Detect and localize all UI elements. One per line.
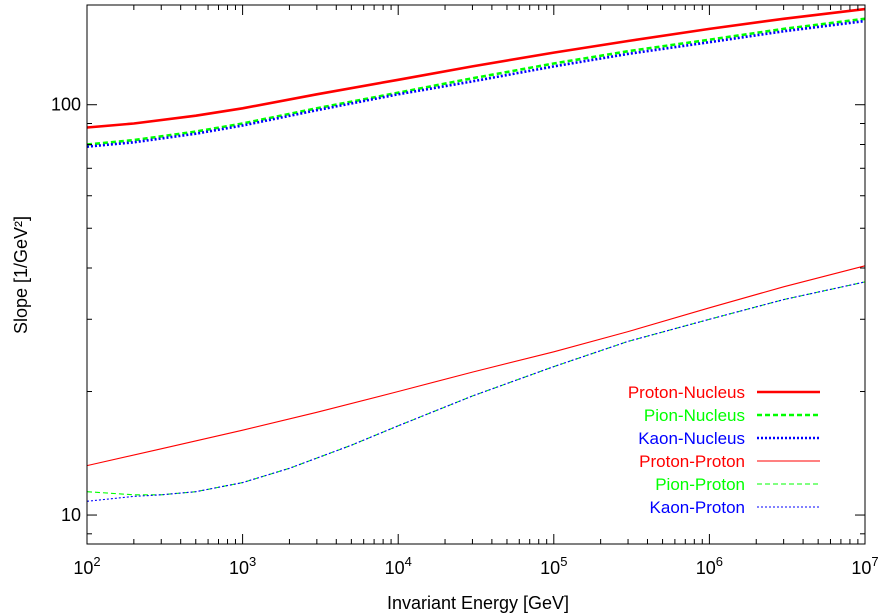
series-line-proton-nucleus (86, 7, 866, 129)
y-tick-label: 10 (61, 505, 81, 525)
legend-label-pion-proton: Pion-Proton (655, 475, 745, 494)
y-tick-label: 100 (51, 95, 81, 115)
legend-label-proton-nucleus: Proton-Nucleus (628, 383, 745, 402)
series-line-kaon-proton (86, 281, 866, 502)
x-tick-label: 102 (73, 554, 100, 578)
x-tick-label: 106 (696, 554, 723, 578)
x-tick-label: 103 (229, 554, 256, 578)
labels-layer: 102 103 104 105 106 107 10 100 (51, 95, 879, 578)
legend: Proton-Nucleus Pion-Nucleus Kaon-Nucleus Pr… (628, 383, 820, 517)
plot-frame (86, 4, 866, 545)
series-line-pion-nucleus (86, 17, 866, 146)
y-axis-title: Slope [1/GeV²] (11, 216, 31, 334)
x-tick-label: 107 (851, 554, 878, 578)
legend-label-kaon-nucleus: Kaon-Nucleus (638, 429, 745, 448)
legend-label-proton-proton: Proton-Proton (639, 452, 745, 471)
x-tick-label: 105 (540, 554, 567, 578)
series-layer (86, 7, 866, 502)
legend-label-kaon-proton: Kaon-Proton (650, 498, 745, 517)
x-axis-title: Invariant Energy [GeV] (387, 593, 569, 613)
series-line-kaon-nucleus (86, 19, 866, 148)
series-line-proton-proton (86, 265, 866, 467)
x-tick-label: 104 (385, 554, 412, 578)
legend-label-pion-nucleus: Pion-Nucleus (644, 406, 745, 425)
